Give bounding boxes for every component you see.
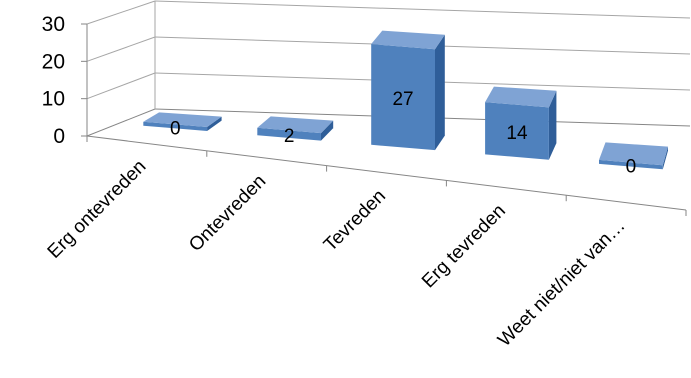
bar-top [143, 112, 222, 127]
y-axis-ticks: 0 10 20 30 [42, 13, 65, 148]
bar [257, 116, 334, 141]
data-label: 0 [626, 157, 637, 178]
category-label: Weet niet/niet van… [494, 215, 630, 351]
y-tick-label: 30 [42, 13, 65, 36]
bar [371, 30, 445, 151]
bar-side [548, 90, 557, 160]
data-labels: 0 2 27 14 0 [170, 89, 636, 178]
bar-front [599, 159, 663, 170]
bars [143, 30, 668, 170]
y-tick-label: 0 [53, 125, 65, 148]
data-label: 27 [392, 89, 413, 110]
category-label: Tevreden [320, 186, 390, 256]
category-labels: Erg ontevreden Ontevreden Tevreden Erg tevr… [44, 156, 630, 351]
data-label: 0 [170, 118, 181, 139]
data-label: 2 [284, 126, 295, 147]
bar-top [485, 86, 557, 108]
bar-front [143, 121, 208, 131]
bar [143, 112, 222, 131]
data-label: 14 [506, 123, 528, 144]
gridline-side [86, 0, 156, 25]
gridline-side [86, 108, 156, 137]
y-tick-label: 20 [42, 50, 65, 73]
bar-side [662, 146, 668, 170]
x-axis-line [86, 135, 687, 211]
bar-side [321, 120, 334, 141]
bar-side [435, 34, 445, 151]
category-label: Erg tevreden [418, 200, 510, 292]
gridline-side [86, 36, 156, 62]
bar [485, 86, 557, 160]
bar-front [257, 127, 321, 141]
axes [81, 23, 687, 216]
bar-side [207, 116, 222, 131]
gridline-side [86, 72, 156, 100]
bar-top [257, 116, 334, 134]
bar-top [599, 142, 668, 166]
bar-top [371, 30, 445, 50]
bar [599, 142, 668, 170]
category-label: Ontevreden [185, 171, 270, 256]
category-label: Erg ontevreden [44, 156, 151, 263]
bar-front [485, 102, 549, 160]
gridline-back [154, 0, 691, 19]
y-tick-label: 10 [42, 88, 65, 111]
bar-front [371, 44, 435, 151]
